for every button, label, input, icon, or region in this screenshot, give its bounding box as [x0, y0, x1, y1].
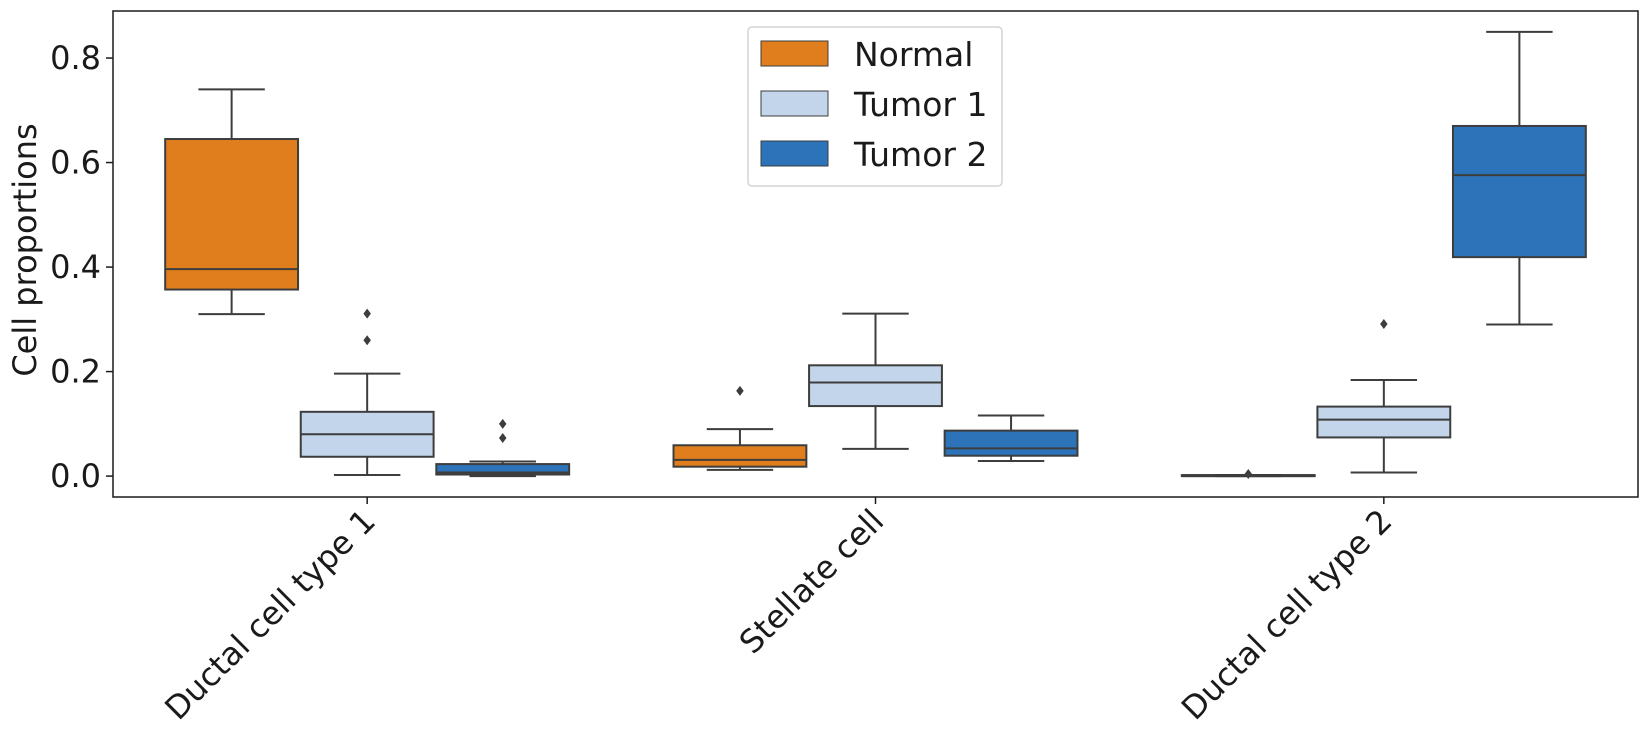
outlier-point: [498, 432, 507, 443]
y-tick-label: 0.8: [50, 39, 101, 77]
box-tumor-2-2: [943, 414, 1079, 462]
box-tumor-1-3: [1316, 319, 1452, 474]
outlier-point: [736, 385, 744, 396]
outlier-point: [363, 308, 371, 319]
legend-swatch: [760, 40, 829, 67]
legend: Normal Tumor 1 Tumor 2: [747, 26, 1003, 187]
box-body: [1451, 124, 1587, 259]
box-tumor-1-2: [808, 312, 943, 450]
y-tick-label: 0.6: [50, 144, 101, 182]
box-body: [435, 463, 571, 476]
box-normal-1: [164, 88, 300, 316]
outlier-point: [1380, 319, 1388, 330]
box-tumor-2-3: [1451, 30, 1587, 326]
x-tick-label: Stellate cell: [732, 502, 891, 661]
outlier-point: [363, 335, 371, 346]
x-tick-label: Ductal cell type 1: [157, 502, 383, 728]
legend-swatch: [760, 90, 829, 117]
box-body: [943, 429, 1079, 457]
box-body: [164, 138, 300, 291]
box-body: [808, 364, 943, 408]
x-tick-label: Ductal cell type 2: [1174, 502, 1400, 728]
y-tick-label: 0.4: [50, 248, 101, 286]
y-tick-label: 0.2: [50, 353, 101, 391]
outlier-point: [1244, 469, 1253, 480]
y-axis-label: Cell proportions: [6, 123, 44, 376]
box-normal-3: [1180, 469, 1316, 480]
legend-swatch: [760, 140, 829, 167]
box-tumor-2-1: [435, 418, 571, 478]
box-body: [672, 444, 808, 468]
legend-label: Tumor 2: [853, 135, 987, 174]
box-tumor-1-1: [299, 308, 435, 477]
box-body: [1316, 405, 1452, 439]
plot-area: [164, 30, 1587, 480]
legend-label: Normal: [854, 35, 973, 74]
legend-label: Tumor 1: [853, 85, 987, 124]
box-normal-2: [672, 385, 808, 471]
y-tick-label: 0.0: [50, 457, 101, 495]
outlier-point: [498, 418, 507, 429]
